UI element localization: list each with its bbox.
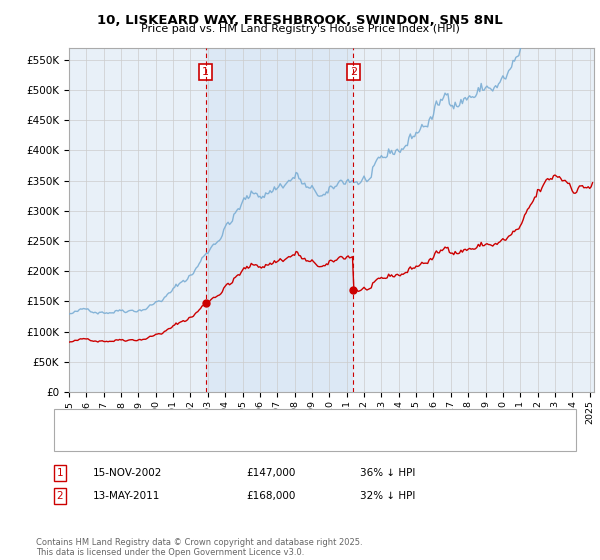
- Text: HPI: Average price, detached house, Swindon: HPI: Average price, detached house, Swin…: [111, 434, 333, 444]
- Text: ——: ——: [66, 413, 94, 428]
- Text: Contains HM Land Registry data © Crown copyright and database right 2025.
This d: Contains HM Land Registry data © Crown c…: [36, 538, 362, 557]
- Text: £168,000: £168,000: [246, 491, 295, 501]
- Text: Price paid vs. HM Land Registry's House Price Index (HPI): Price paid vs. HM Land Registry's House …: [140, 24, 460, 34]
- Text: ——: ——: [66, 432, 94, 446]
- Text: 36% ↓ HPI: 36% ↓ HPI: [360, 468, 415, 478]
- Text: 13-MAY-2011: 13-MAY-2011: [93, 491, 160, 501]
- Bar: [206, 48, 353, 392]
- Text: 2: 2: [56, 491, 64, 501]
- Text: 1: 1: [202, 67, 209, 77]
- Text: 2: 2: [350, 67, 357, 77]
- Text: 1: 1: [56, 468, 64, 478]
- Text: 10, LISKEARD WAY, FRESHBROOK, SWINDON, SN5 8NL (detached house): 10, LISKEARD WAY, FRESHBROOK, SWINDON, S…: [111, 416, 467, 426]
- Text: 10, LISKEARD WAY, FRESHBROOK, SWINDON, SN5 8NL: 10, LISKEARD WAY, FRESHBROOK, SWINDON, S…: [97, 14, 503, 27]
- Text: 15-NOV-2002: 15-NOV-2002: [93, 468, 163, 478]
- Text: £147,000: £147,000: [246, 468, 295, 478]
- Text: 32% ↓ HPI: 32% ↓ HPI: [360, 491, 415, 501]
